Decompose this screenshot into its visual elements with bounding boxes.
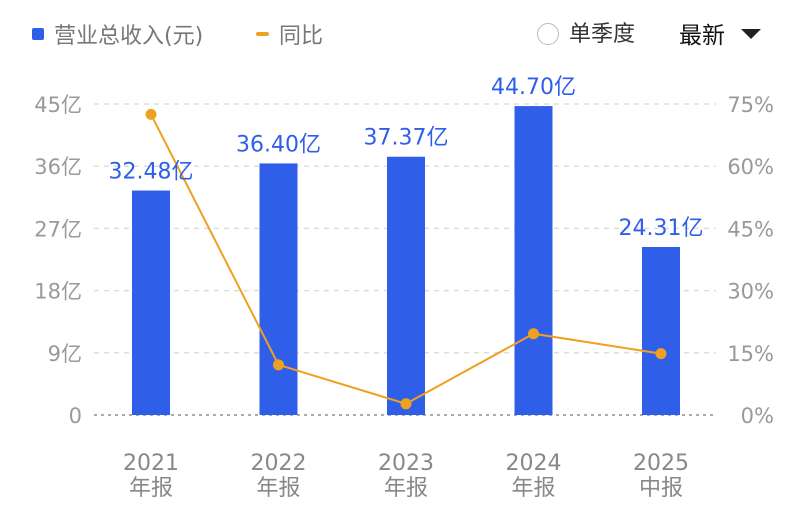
right-axis-tick-label-5: 75%: [727, 93, 774, 117]
right-axis-tick-label-3: 45%: [727, 217, 774, 241]
left-axis-tick-label-5: 45亿: [34, 93, 82, 117]
period-dropdown-label: 最新: [679, 23, 725, 49]
left-axis: 0 9亿 18亿 27亿 36亿 45亿: [34, 93, 82, 428]
yoy-point-2024: [528, 328, 539, 340]
bars: [132, 106, 680, 415]
bar-2021: [132, 190, 170, 415]
bar-2025: [642, 246, 680, 415]
bar-value-label-2022: 36.40亿: [236, 132, 321, 157]
legend-yoy-label: 同比: [279, 24, 324, 49]
yoy-point-2023: [400, 398, 412, 410]
yoy-point-2021: [145, 108, 157, 120]
legend-revenue-label: 营业总收入(元): [54, 24, 204, 49]
left-axis-tick-label-2: 18亿: [34, 280, 82, 304]
bar-value-label-2025: 24.31亿: [619, 216, 704, 241]
x-tick-period-2022: 年报: [256, 476, 300, 501]
legend-revenue: 营业总收入(元): [32, 18, 203, 50]
period-dropdown[interactable]: 最新: [679, 16, 761, 50]
right-axis-tick-label-0: 0%: [741, 404, 774, 428]
x-tick-year-2024: 2024: [506, 451, 562, 476]
x-tick-year-2025: 2025: [633, 451, 689, 476]
x-tick-year-2023: 2023: [378, 451, 434, 476]
yoy-point-2022: [273, 359, 284, 371]
single-quarter-label: 单季度: [569, 22, 636, 47]
left-axis-tick-label-1: 9亿: [48, 342, 82, 366]
bar-value-label-2024: 44.70亿: [491, 75, 576, 100]
x-tick-period-2024: 年报: [511, 476, 555, 501]
left-axis-tick-label-4: 36亿: [34, 155, 82, 179]
single-quarter-toggle[interactable]: 单季度: [537, 16, 635, 48]
caret-down-icon: [741, 29, 761, 39]
x-tick-period-2023: 年报: [384, 476, 428, 501]
x-tick-period-2025: 中报: [639, 476, 683, 501]
x-tick-period-2021: 年报: [129, 476, 173, 501]
yoy-point-2025: [655, 348, 667, 360]
left-axis-tick-label-3: 27亿: [34, 217, 82, 241]
left-axis-tick-label-0: 0: [69, 404, 82, 428]
radio-unchecked-icon[interactable]: [537, 22, 559, 45]
x-tick-year-2021: 2021: [123, 451, 179, 476]
bar-value-label-2023: 37.37亿: [364, 126, 449, 151]
bar-2022: [259, 163, 298, 415]
legend-revenue-swatch: [32, 28, 44, 40]
legend-yoy: 同比: [256, 18, 323, 50]
yoy-line: [145, 108, 667, 410]
x-tick-year-2022: 2022: [251, 451, 307, 476]
bar-labels: 32.48亿 36.40亿 37.37亿 44.70亿 24.31亿: [109, 75, 704, 241]
right-axis-tick-label-4: 60%: [727, 155, 774, 179]
bar-2023: [387, 156, 425, 415]
right-axis-tick-label-2: 30%: [727, 280, 774, 304]
bar-2024: [514, 106, 553, 415]
right-axis-tick-label-1: 15%: [727, 342, 774, 366]
chart-header: 营业总收入(元) 同比 单季度 最新: [0, 0, 809, 70]
legend-yoy-swatch: [256, 32, 269, 36]
right-axis: 0% 15% 30% 45% 60% 75%: [727, 93, 774, 428]
bar-value-label-2021: 32.48亿: [109, 160, 194, 185]
